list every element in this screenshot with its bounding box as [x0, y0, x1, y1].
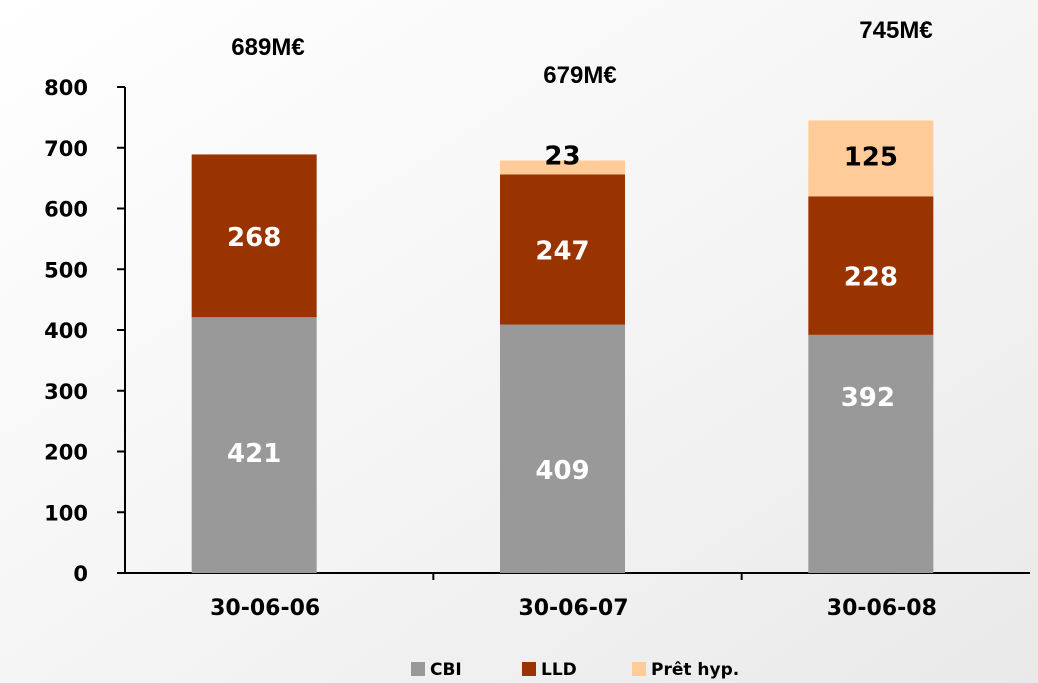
bar-segment	[500, 174, 625, 325]
bar-segment	[808, 120, 934, 197]
bar-segment	[500, 324, 625, 573]
bars	[191, 120, 934, 573]
legend-swatch	[632, 662, 646, 676]
x-category-label: 30-06-07	[518, 596, 628, 621]
segment-value-label: 125	[844, 142, 898, 172]
labels: 421 268 30-06-06 689M€ 409 247 23 30-06-07 679M€…	[210, 17, 937, 621]
legend-label: Prêt hyp.	[651, 660, 739, 680]
total-value-label: 745M€	[859, 17, 932, 44]
segment-value-label: 228	[844, 263, 898, 293]
segment-value-label: 409	[535, 456, 589, 486]
bar-segment	[808, 334, 934, 573]
total-value-label: 679M€	[543, 62, 616, 89]
segment-value-label: 23	[544, 142, 580, 172]
segment-value-label: 268	[227, 223, 281, 253]
segment-value-label: 421	[227, 439, 281, 469]
x-category-label: 30-06-06	[210, 596, 320, 621]
bar-segment	[500, 160, 625, 175]
segment-value-label: 247	[535, 237, 589, 267]
y-tick-label: 500	[44, 258, 88, 282]
y-tick-label: 400	[44, 319, 88, 343]
legend-swatch	[522, 662, 536, 676]
y-tick-label: 700	[44, 137, 88, 161]
total-value-label: 689M€	[231, 34, 304, 61]
legend-label: LLD	[541, 660, 577, 680]
segment-value-label: 392	[841, 383, 895, 413]
y-tick-label: 800	[44, 76, 88, 100]
legend: CBI LLD Prêt hyp.	[411, 660, 739, 680]
bar-segment	[191, 317, 317, 573]
y-tick-label: 600	[44, 198, 88, 222]
legend-swatch	[411, 662, 425, 676]
bar-segment	[191, 154, 317, 318]
y-tick-label: 200	[44, 441, 88, 465]
y-tick-label: 300	[44, 380, 88, 404]
bar-segment	[808, 196, 934, 335]
legend-label: CBI	[430, 660, 462, 680]
y-tick-label: 0	[73, 562, 88, 586]
y-tick-label: 100	[44, 501, 88, 525]
x-category-label: 30-06-08	[827, 596, 937, 621]
